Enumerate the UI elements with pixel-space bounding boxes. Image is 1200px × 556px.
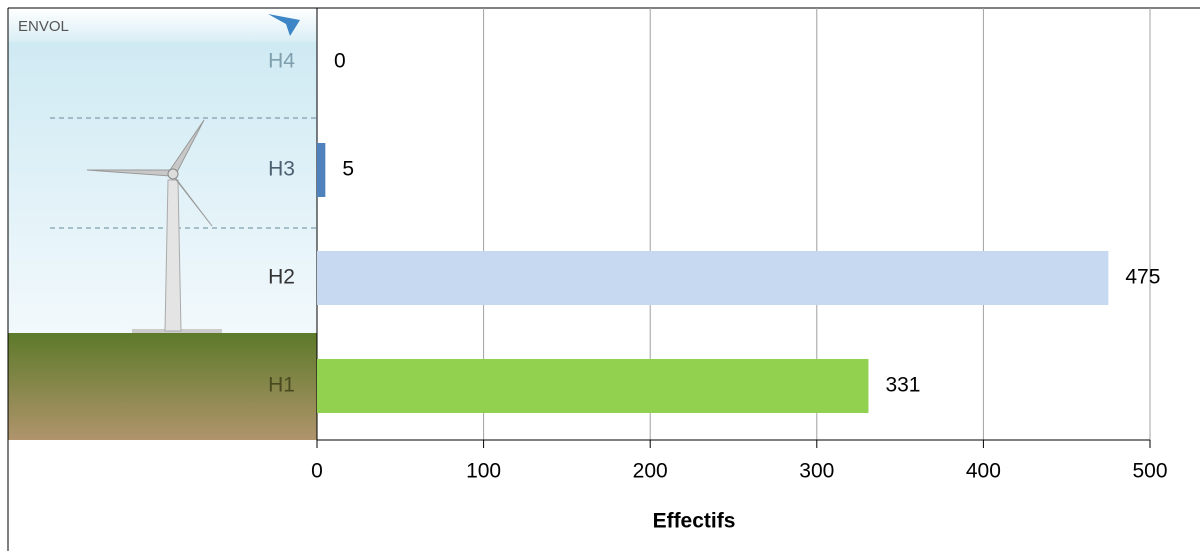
y-tick-label: H3 [268,158,295,181]
y-tick-label: H1 [268,374,295,397]
bar [317,143,326,197]
bar [317,251,1109,305]
x-axis-title: Effectifs [653,510,736,533]
y-tick-label: H4 [268,50,295,73]
x-tick-label: 200 [633,460,668,483]
y-tick-label: H2 [268,266,295,289]
x-tick-label: 300 [799,460,834,483]
data-label: 5 [342,158,354,181]
data-label: 0 [334,50,346,73]
x-tick-label: 100 [466,460,501,483]
illustration [8,8,317,440]
logo: ENVOL [18,18,69,35]
data-label: 475 [1125,266,1160,289]
data-label: 331 [885,374,920,397]
x-tick-label: 500 [1132,460,1167,483]
x-tick-label: 0 [311,460,323,483]
x-tick-label: 400 [966,460,1001,483]
bar [317,359,869,413]
